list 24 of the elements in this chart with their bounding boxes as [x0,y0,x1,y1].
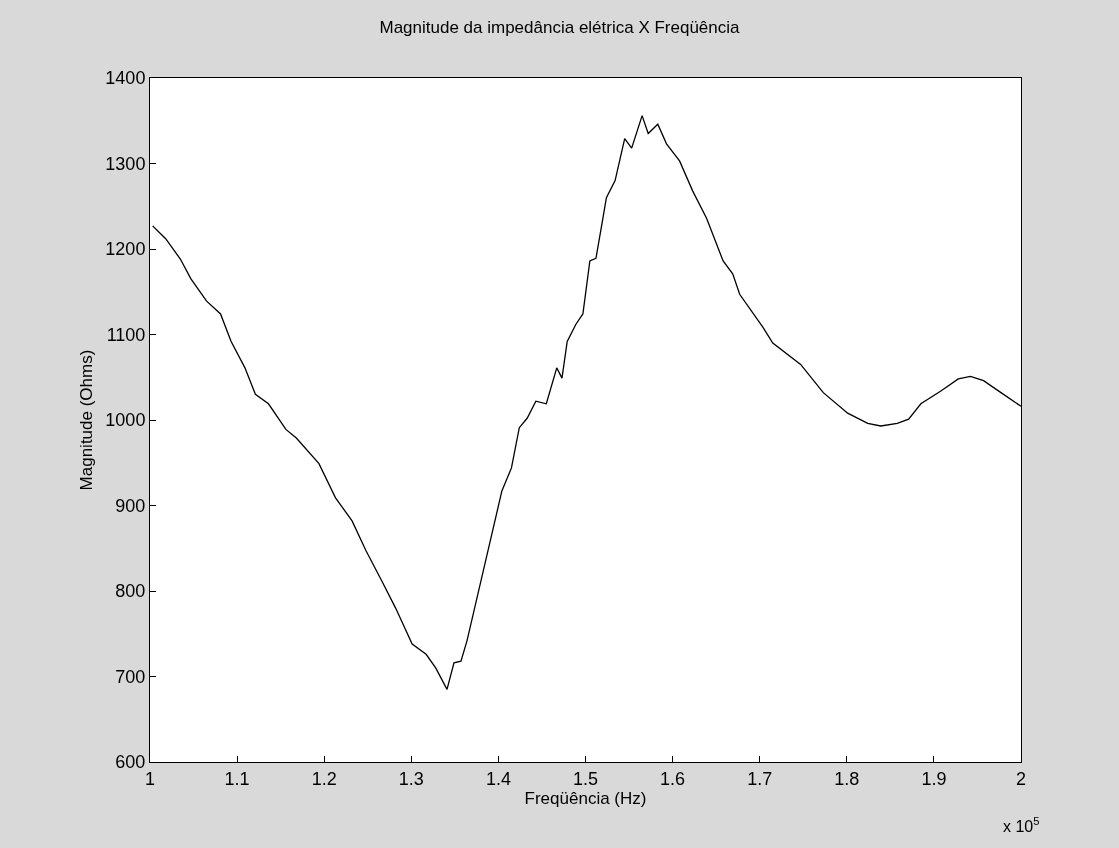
x-tick-label: 1.5 [572,768,599,789]
x-axis-title: Freqüência (Hz) [524,789,647,808]
y-tick-label: 1100 [106,324,146,345]
y-tick-label: 800 [115,581,146,602]
x-tick-label: 1 [144,768,156,789]
x-tick-label: 1.8 [834,768,860,789]
x-tick-label: 1.6 [660,768,686,789]
x-tick-label: 2 [1015,768,1027,789]
chart-title: Magnitude da impedância elétrica X Freqüência [379,18,741,38]
x-tick-label: 1.1 [224,768,250,789]
text: x 10$^{5}$ [1003,815,1040,835]
y-tick-label: 1000 [105,410,146,431]
y-tick-label: 900 [115,495,146,516]
y-tick-label: 1300 [105,153,146,174]
x-tick-label: 1.4 [485,768,511,789]
x-tick-label: 1.9 [921,768,947,789]
y-tick-label: 1200 [105,239,146,260]
x-tick-label: 1.2 [311,768,337,789]
y-axis-title: Magnitude (Ohms) [76,349,96,491]
y-tick-label: 700 [115,666,146,687]
x-tick-label: 1.3 [398,768,424,789]
x-tick-label: 1.7 [747,768,773,789]
y-tick-label: 600 [115,752,146,773]
y-tick-label: 1400 [105,68,146,89]
